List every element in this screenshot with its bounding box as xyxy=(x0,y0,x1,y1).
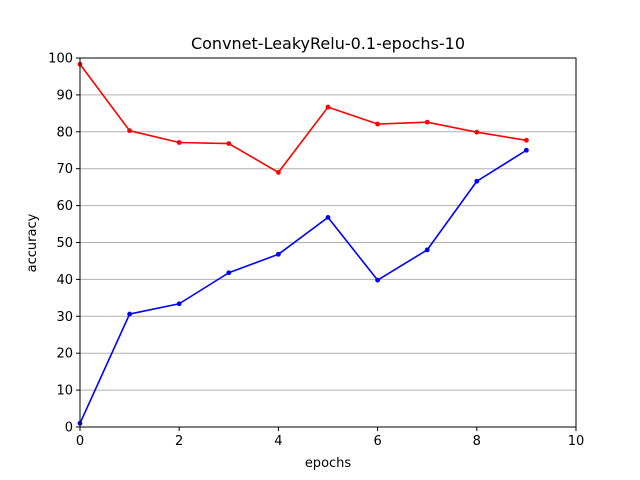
series-line-1 xyxy=(79,149,527,424)
data-point xyxy=(325,104,331,110)
x-tick-label: 2 xyxy=(175,434,183,449)
y-tick-label: 80 xyxy=(56,125,73,140)
data-point xyxy=(176,301,182,307)
data-point xyxy=(325,215,331,220)
x-axis-label: epochs xyxy=(305,456,352,471)
grid-lines xyxy=(80,94,576,391)
data-point xyxy=(276,169,281,175)
x-tick-label: 6 xyxy=(373,434,381,449)
data-point xyxy=(474,129,480,135)
chart-title: Convnet-LeakyRelu-0.1-epochs-10 xyxy=(191,34,465,53)
y-axis-label: accuracy xyxy=(25,213,40,272)
x-tick-label: 8 xyxy=(473,434,481,449)
y-tick-label: 10 xyxy=(56,384,73,399)
x-tick-label: 10 xyxy=(568,434,585,449)
y-tick-label: 30 xyxy=(56,310,73,325)
y-tick-label: 100 xyxy=(48,52,73,67)
data-point xyxy=(424,119,430,125)
y-tick-label: 20 xyxy=(56,347,73,362)
data-point xyxy=(276,251,281,257)
x-axis: 0 2 4 6 8 10 xyxy=(76,427,584,449)
x-tick-label: 4 xyxy=(274,434,282,449)
data-point xyxy=(424,247,430,253)
data-point xyxy=(474,178,480,184)
y-axis: 0 10 20 30 40 50 60 70 80 90 100 xyxy=(48,52,80,436)
data-point xyxy=(375,121,380,127)
data-point xyxy=(176,140,182,145)
data-point xyxy=(375,277,380,283)
data-point xyxy=(524,137,529,143)
data-point xyxy=(127,311,132,317)
y-tick-label: 40 xyxy=(56,273,73,288)
series-group xyxy=(77,61,529,426)
x-tick-label: 0 xyxy=(76,434,84,449)
data-point xyxy=(127,128,132,134)
y-tick-label: 70 xyxy=(56,162,73,177)
y-tick-label: 0 xyxy=(65,421,73,436)
data-point xyxy=(524,147,529,153)
series-line-0 xyxy=(79,63,527,174)
y-tick-label: 90 xyxy=(56,88,73,103)
y-tick-label: 60 xyxy=(56,199,73,214)
data-point xyxy=(226,141,232,147)
y-tick-label: 50 xyxy=(56,236,73,251)
data-point xyxy=(226,270,232,276)
